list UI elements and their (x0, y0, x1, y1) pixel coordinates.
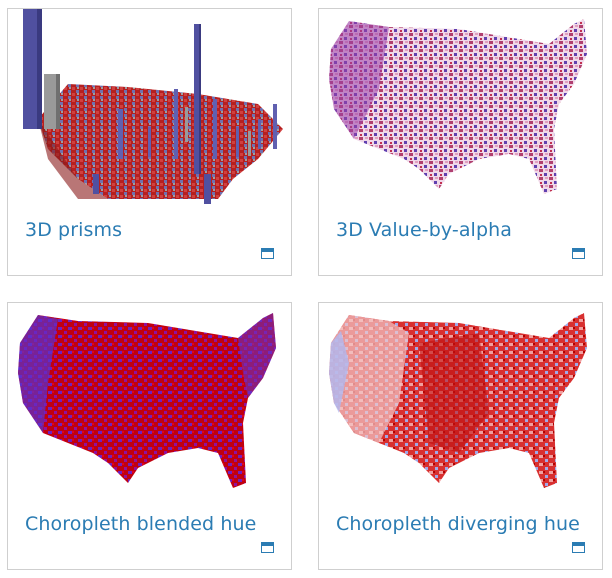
thumbnail-3d-prisms (8, 9, 291, 204)
card-title[interactable]: 3D Value-by-alpha (336, 219, 512, 241)
open-in-window-icon[interactable] (261, 248, 274, 259)
card-title[interactable]: Choropleth diverging hue (336, 513, 580, 535)
card-title[interactable]: 3D prisms (25, 219, 123, 241)
thumbnail-choropleth-blended-hue (8, 303, 291, 498)
thumbnail-3d-value-by-alpha (319, 9, 602, 204)
card-choropleth-diverging-hue[interactable]: Choropleth diverging hue (318, 302, 603, 570)
map-diverging-hue (329, 313, 587, 488)
thumbnail-choropleth-diverging-hue (319, 303, 602, 498)
map-blended-hue (18, 313, 276, 488)
card-title[interactable]: Choropleth blended hue (25, 513, 257, 535)
open-in-window-icon[interactable] (261, 542, 274, 553)
card-choropleth-blended-hue[interactable]: Choropleth blended hue (7, 302, 292, 570)
map-value-by-alpha (329, 19, 587, 194)
card-3d-value-by-alpha[interactable]: 3D Value-by-alpha (318, 8, 603, 276)
card-3d-prisms[interactable]: 3D prisms (7, 8, 292, 276)
open-in-window-icon[interactable] (572, 542, 585, 553)
open-in-window-icon[interactable] (572, 248, 585, 259)
map-3d-prisms (23, 9, 283, 204)
